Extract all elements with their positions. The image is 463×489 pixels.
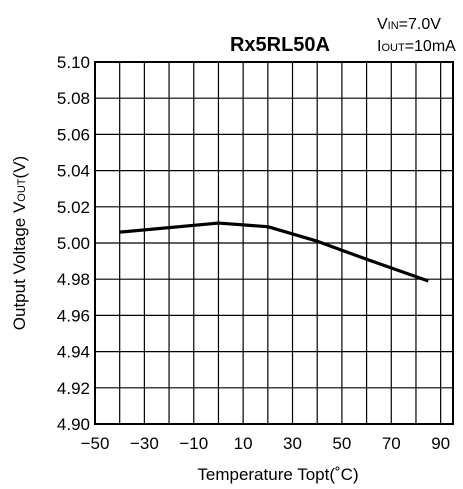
x-tick-label: 90	[431, 434, 450, 453]
y-tick-label: 4.96	[57, 306, 90, 325]
x-tick-label: 10	[234, 434, 253, 453]
x-tick-label: −50	[81, 434, 110, 453]
x-tick-label: −30	[130, 434, 159, 453]
x-tick-label: 30	[283, 434, 302, 453]
y-tick-label: 5.08	[57, 89, 90, 108]
y-tick-label: 4.90	[57, 415, 90, 434]
chart-title: Rx5RL50A	[230, 34, 330, 56]
y-tick-label: 5.04	[57, 162, 90, 181]
vin-condition: VIN=7.0V	[377, 16, 441, 33]
y-tick-label: 5.06	[57, 125, 90, 144]
x-tick-label: −10	[179, 434, 208, 453]
tick-labels: −50 −30 −10 10 30 50 70 90 4.90 4.92 4.94 4.96 4.98 5…	[57, 53, 450, 453]
y-tick-label: 5.00	[57, 234, 90, 253]
series-group	[119, 221, 429, 283]
x-tick-label: 70	[382, 434, 401, 453]
y-tick-label: 5.10	[57, 53, 90, 72]
x-axis-label: Temperature Topt(˚C)	[197, 465, 358, 484]
y-tick-label: 4.94	[57, 343, 90, 362]
plot-frame	[94, 61, 454, 425]
iout-condition: IOUT=10mA	[377, 38, 456, 55]
y-tick-label: 5.02	[57, 198, 90, 217]
grid	[95, 62, 453, 424]
x-tick-label: 50	[332, 434, 351, 453]
y-tick-label: 4.98	[57, 270, 90, 289]
series-line	[119, 221, 429, 283]
y-tick-label: 4.92	[57, 379, 90, 398]
y-axis-label: Output Voltage VOUT(V)	[10, 156, 29, 330]
